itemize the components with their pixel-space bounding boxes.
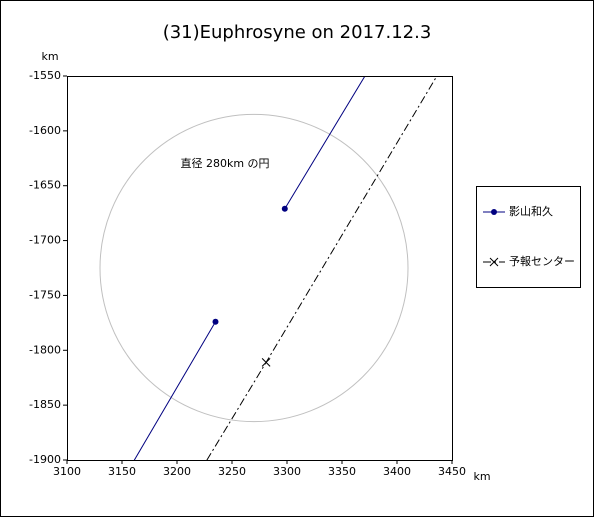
- y-tick-label: -1850: [29, 398, 61, 411]
- y-tick-label: -1600: [29, 124, 61, 137]
- chart-title: (31)Euphrosyne on 2017.12.3: [163, 22, 432, 43]
- marker: [261, 358, 271, 367]
- marker: [281, 205, 288, 212]
- circle-annotation: 直径 280km の円: [180, 156, 269, 170]
- y-tick-label: -1900: [29, 453, 61, 466]
- y-tick-label: -1550: [29, 69, 61, 82]
- legend-label: 影山和久: [509, 205, 553, 218]
- x-tick-label: 3400: [383, 465, 411, 478]
- y-tick-label: -1750: [29, 288, 61, 301]
- x-tick-label: 3450: [438, 465, 466, 478]
- marker: [212, 318, 219, 325]
- x-axis-label: km: [473, 470, 490, 483]
- marker: [491, 209, 497, 215]
- y-tick-label: -1650: [29, 179, 61, 192]
- plot-border: [67, 76, 453, 461]
- marker: [489, 257, 499, 267]
- y-tick-label: -1800: [29, 343, 61, 356]
- legend-label: 予報センター: [509, 255, 575, 268]
- y-tick-label: -1700: [29, 234, 61, 247]
- x-tick-label: 3250: [218, 465, 246, 478]
- track-line: [284, 76, 366, 210]
- x-tick-label: 3350: [328, 465, 356, 478]
- y-axis-label: km: [41, 50, 58, 63]
- legend-box: [476, 186, 581, 288]
- track-line: [133, 321, 216, 460]
- x-tick-label: 3150: [108, 465, 136, 478]
- diameter-circle: [99, 113, 409, 423]
- x-tick-label: 3200: [163, 465, 191, 478]
- x-tick-label: 3100: [53, 465, 81, 478]
- x-tick-label: 3300: [273, 465, 301, 478]
- plot-area: [99, 76, 438, 460]
